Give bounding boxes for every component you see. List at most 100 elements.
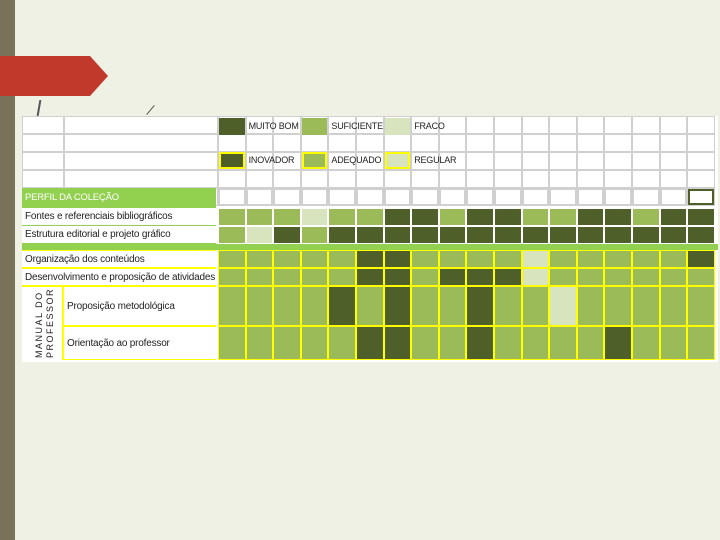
rating-cell: [300, 226, 329, 244]
grid-blank-cell: [328, 170, 356, 188]
rating-cell: [549, 286, 577, 326]
rating-cell: [604, 226, 632, 244]
rating-cell: [576, 268, 605, 286]
header-empty-cell: [550, 189, 576, 205]
grid-blank-cell: [328, 134, 356, 152]
grid-blank-cell: [632, 188, 660, 206]
rating-cell: [494, 226, 522, 244]
row-label: Orientação ao professor: [64, 326, 216, 360]
rating-cell: [494, 326, 522, 360]
rating-cell: [245, 250, 274, 268]
header-empty-cell: [412, 189, 438, 205]
header-empty-cell: [688, 189, 714, 205]
rating-cell: [273, 268, 301, 286]
grid-blank-cell: [521, 170, 550, 188]
grid-blank-cell: [245, 116, 274, 134]
rating-cell: [466, 208, 494, 226]
left-accent-bar: [0, 0, 15, 540]
rating-cell: [687, 208, 715, 226]
grid-blank-cell: [466, 134, 494, 152]
rating-cell: [604, 268, 632, 286]
rating-cell: [438, 286, 467, 326]
rating-cell: [245, 208, 274, 226]
rating-cell: [411, 250, 439, 268]
rating-cell: [521, 226, 550, 244]
grid-blank-cell: [521, 134, 550, 152]
grid-blank-cell: [549, 188, 577, 206]
rating-cell: [466, 268, 494, 286]
rating-cell: [383, 250, 412, 268]
rating-cell: [328, 208, 356, 226]
grid-blank-cell: [576, 116, 605, 134]
rating-cell: [687, 226, 715, 244]
grid-blank-cell: [438, 134, 467, 152]
grid-blank-label-cell: [64, 134, 218, 152]
header-empty-cell: [633, 189, 659, 205]
row-label: Proposição metodológica: [64, 286, 216, 326]
grid-blank-label-cell: [64, 170, 218, 188]
rating-cell: [245, 326, 274, 360]
rating-cell: [328, 286, 356, 326]
header-empty-cell: [495, 189, 521, 205]
grid-blank-label-cell: [64, 116, 218, 134]
grid-blank-cell: [632, 152, 660, 170]
rating-cell: [576, 226, 605, 244]
rating-cell: [356, 268, 384, 286]
rating-cell: [632, 286, 660, 326]
rating-cell: [218, 250, 246, 268]
grid-blank-cell: [659, 134, 688, 152]
grid-blank-cell: [438, 170, 467, 188]
grid-blank-cell: [328, 116, 356, 134]
title-arrow-shape: [0, 56, 108, 96]
legend-swatch: [301, 152, 328, 169]
grid-blank-cell: [494, 170, 522, 188]
grid-blank-cell: [659, 116, 688, 134]
rating-cell: [466, 250, 494, 268]
rating-cell: [659, 226, 688, 244]
rating-cell: [245, 268, 274, 286]
grid-blank-cell: [466, 152, 494, 170]
grid-blank-cell: [356, 116, 384, 134]
rating-cell: [549, 326, 577, 360]
grid-blank-cell: [576, 134, 605, 152]
grid-blank-cell: [549, 134, 577, 152]
rating-cell: [411, 208, 439, 226]
rating-cell: [328, 268, 356, 286]
grid-blank-label-cell: [22, 152, 64, 170]
grid-blank-cell: [245, 170, 274, 188]
rating-cell: [273, 250, 301, 268]
separator-band: [22, 244, 718, 250]
grid-blank-label-cell: [64, 152, 218, 170]
rating-cell: [659, 250, 688, 268]
legend-label: FRACO: [414, 121, 445, 131]
rating-cell: [218, 326, 246, 360]
grid-blank-cell: [687, 116, 715, 134]
grid-blank-cell: [687, 152, 715, 170]
rating-cell: [576, 250, 605, 268]
grid-blank-cell: [576, 152, 605, 170]
grid-blank-label-cell: [22, 116, 64, 134]
grid-blank-cell: [632, 170, 660, 188]
legend-swatch: [301, 118, 328, 135]
grid-blank-cell: [245, 152, 274, 170]
grid-blank-cell: [300, 188, 329, 206]
grid-blank-cell: [300, 134, 329, 152]
rating-cell: [659, 286, 688, 326]
grid-blank-cell: [521, 116, 550, 134]
rating-cell: [218, 286, 246, 326]
rating-cell: [549, 268, 577, 286]
grid-blank-cell: [466, 188, 494, 206]
rating-cell: [632, 326, 660, 360]
rating-cell: [356, 286, 384, 326]
rating-cell: [383, 286, 412, 326]
rating-cell: [300, 250, 329, 268]
rating-cell: [300, 286, 329, 326]
header-empty-cell: [577, 189, 604, 205]
grid-blank-cell: [687, 188, 715, 206]
rating-cell: [659, 326, 688, 360]
grid-blank-cell: [411, 188, 439, 206]
grid-blank-cell: [218, 188, 246, 206]
grid-blank-cell: [438, 188, 467, 206]
rating-cell: [328, 250, 356, 268]
rating-cell: [576, 208, 605, 226]
